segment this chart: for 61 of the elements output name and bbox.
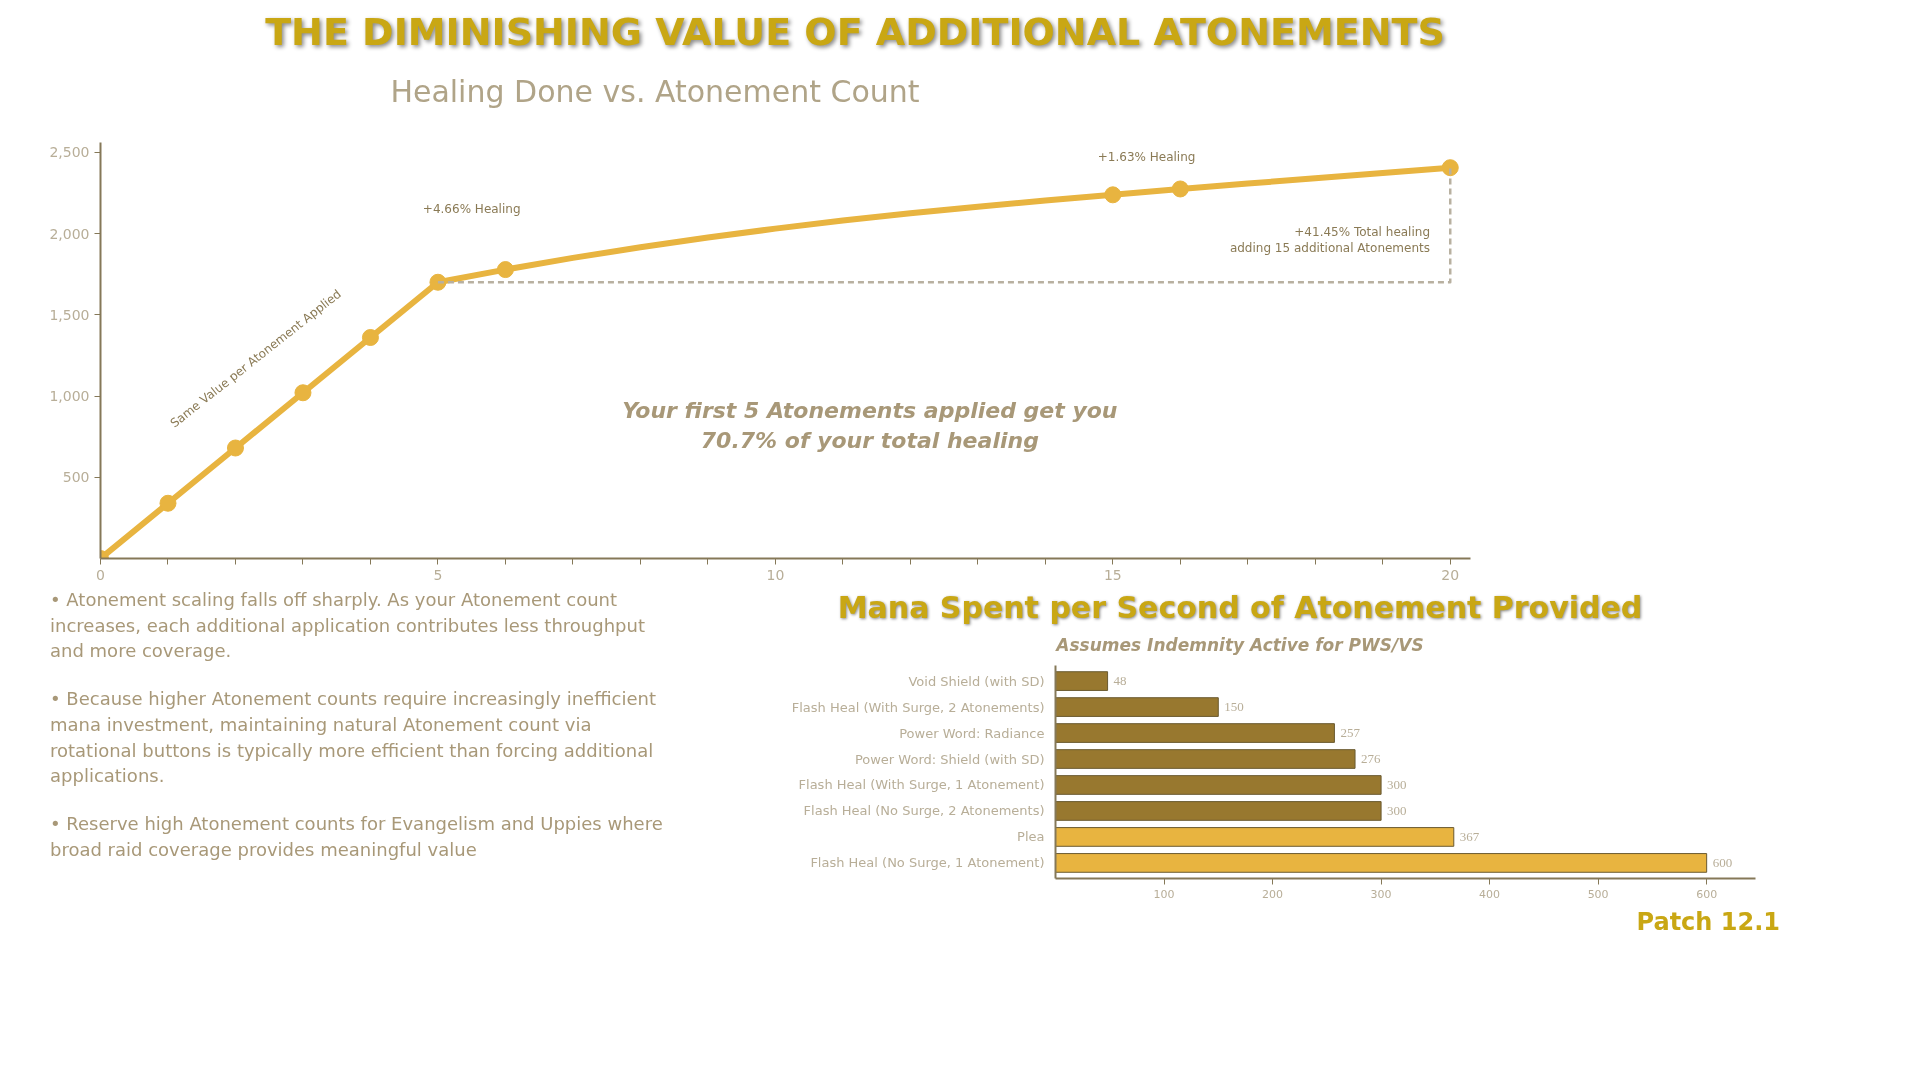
y-tick-label: 2,000 [49, 225, 90, 242]
data-label: 150 [1224, 699, 1244, 715]
bar [1055, 697, 1219, 717]
chart-title: Mana Spent per Second of Atonement Provided [837, 589, 1643, 627]
annotation: Your first 5 Atonements applied get you 70.7% of your total healing [622, 397, 1118, 453]
bar [1055, 671, 1109, 691]
point [496, 261, 514, 279]
data-label: 300 [1387, 802, 1407, 818]
y-tick-label: 2,500 [49, 144, 90, 161]
x-tick-label: 5 [433, 566, 443, 583]
bar [1055, 775, 1382, 795]
chart-subtitle: Assumes Indemnity Active for PWS/VS [1056, 634, 1424, 657]
y-tick-label: Void Shield (with SD) [908, 673, 1045, 689]
point [1441, 159, 1459, 177]
annotation: +4.66% Healing [422, 202, 521, 217]
data-label: 600 [1712, 854, 1733, 870]
y-tick-label: 1,500 [49, 306, 90, 323]
y-tick-label: Flash Heal (No Surge, 1 Atonement) [810, 855, 1045, 871]
bar [1055, 723, 1335, 743]
y-tick-label: Flash Heal (With Surge, 1 Atonement) [798, 777, 1045, 793]
x-tick-label: 100 [1153, 887, 1175, 901]
point [226, 439, 244, 457]
bar [1055, 801, 1382, 821]
y-tick-label: Power Word: Radiance [899, 725, 1045, 741]
x-tick-label: 20 [1441, 566, 1460, 583]
y-tick-label: 500 [62, 469, 90, 486]
text: • Reserve high Atonement counts for Evangelism and Uppies where broad raid coverage provides meaningful value [50, 811, 664, 862]
x-tick-label: 15 [1103, 566, 1122, 583]
data-label: 48 [1113, 673, 1127, 689]
point [294, 384, 312, 402]
x-tick-label: 300 [1370, 887, 1392, 901]
y-tick-label: Power Word: Shield (with SD) [854, 751, 1045, 767]
point [361, 329, 379, 346]
bar [1055, 749, 1356, 769]
data-label: 300 [1387, 776, 1407, 792]
text: • Because higher Atonement counts require increasingly inefficient mana investment, maintaining natural Atonement count via rotational buttons is typically more efficient than forcing additional applications. [50, 687, 657, 789]
bar [1055, 827, 1455, 847]
x-tick-label: 200 [1262, 887, 1284, 901]
y-tick-label: Flash Heal (With Surge, 2 Atonements) [791, 699, 1045, 715]
bar [1055, 853, 1708, 873]
point [1171, 180, 1189, 198]
x-tick-label: 600 [1696, 887, 1718, 901]
y-tick-label: Plea [1017, 829, 1045, 845]
x-tick-label: 10 [766, 566, 785, 583]
point [159, 494, 177, 512]
y-tick-label: Flash Heal (No Surge, 2 Atonements) [803, 803, 1045, 819]
text: Patch 12.1 [1636, 907, 1780, 938]
chart-title: THE DIMINISHING VALUE OF ADDITIONAL ATONEMENTS [265, 9, 1445, 56]
chart-subtitle: Healing Done vs. Atonement Count [390, 73, 920, 111]
data-label: 257 [1340, 725, 1361, 741]
data-label: 367 [1459, 828, 1480, 844]
x-tick-label: 500 [1587, 887, 1609, 901]
x-tick-label: 400 [1479, 887, 1501, 901]
x-tick-label: 0 [96, 566, 105, 583]
point [429, 273, 447, 291]
y-tick-label: 1,000 [49, 388, 90, 404]
data-label: 276 [1361, 751, 1382, 767]
point [1104, 186, 1122, 204]
annotation: +41.45% Total healing adding 15 additional Atonements [1229, 224, 1431, 256]
annotation: +1.63% Healing [1097, 150, 1196, 165]
text: • Atonement scaling falls off sharply. As your Atonement count increases, each additional application contributes less throughput and more coverage. [50, 588, 646, 664]
